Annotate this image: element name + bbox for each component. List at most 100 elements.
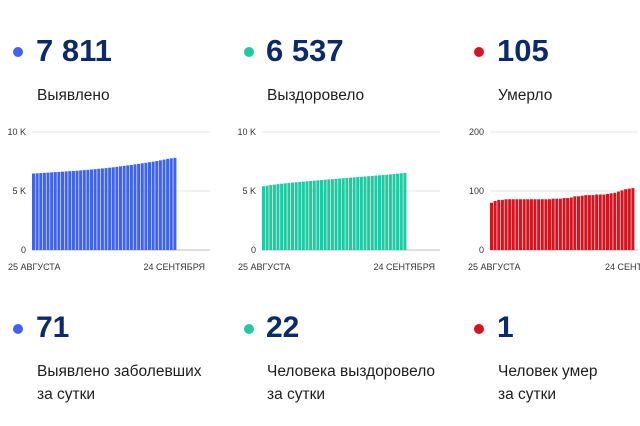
recovered-daily-label-line1: Человека выздоровело (267, 363, 436, 380)
y-tick-label: 100 (469, 186, 484, 196)
bar (151, 161, 155, 250)
bar (46, 172, 50, 250)
x-end-label: 24 СЕНТЯБРЯ (605, 262, 640, 272)
bar (515, 199, 519, 250)
bar (338, 178, 342, 250)
bar (320, 180, 324, 250)
bar (363, 176, 367, 250)
bar (144, 162, 148, 250)
bar (500, 199, 504, 250)
bar (522, 199, 526, 250)
chart-recovered: 10 K 5 K 0 25 АВГУСТА 24 СЕНТЯБРЯ (237, 127, 440, 272)
y-tick-label: 10 K (7, 127, 26, 137)
bar (100, 168, 104, 250)
y-tick-label: 0 (21, 245, 26, 255)
died-daily-label-line1: Человек умер (498, 363, 598, 380)
bar (148, 162, 152, 250)
recovered-daily-value: 22 (266, 311, 300, 344)
y-tick-label: 10 K (237, 127, 256, 137)
bar (562, 198, 566, 250)
bar (378, 175, 382, 250)
bar (327, 179, 331, 250)
bar (122, 165, 126, 250)
y-tick-label: 5 K (12, 186, 26, 196)
y-tick-label: 5 K (242, 186, 256, 196)
bar (162, 159, 166, 250)
detected-daily-label-line1: Выявлено заболевших (37, 363, 202, 380)
teal-dot-icon (244, 47, 254, 57)
bar (86, 169, 90, 250)
detected-total-value: 7 811 (36, 33, 112, 68)
bar (349, 177, 353, 250)
died-total-label: Умерло (498, 87, 553, 104)
bar (155, 161, 159, 250)
bar (345, 177, 349, 250)
bar (584, 195, 588, 250)
bar (272, 184, 276, 250)
died-total-value: 105 (497, 33, 549, 68)
bar (540, 199, 544, 250)
bar (548, 199, 552, 250)
bar (591, 195, 595, 250)
recovered-daily-label-line2: за сутки (267, 386, 326, 403)
bar (573, 196, 577, 250)
bar (269, 185, 273, 250)
y-tick-label: 0 (479, 245, 484, 255)
bar (173, 157, 177, 250)
bar (374, 175, 378, 250)
blue-dot-icon (13, 47, 23, 57)
bar (32, 173, 36, 250)
bar (294, 182, 298, 250)
y-tick-label: 0 (251, 245, 256, 255)
bar (312, 180, 316, 250)
bar (126, 165, 130, 250)
bar (166, 158, 170, 250)
bar (537, 199, 541, 250)
bar (111, 167, 115, 250)
bar (392, 174, 396, 250)
bar (330, 179, 334, 250)
bar (35, 173, 39, 250)
teal-dot-icon (244, 324, 254, 334)
red-dot-icon (474, 324, 484, 334)
recovered-total-value: 6 537 (266, 33, 344, 68)
bar (79, 170, 83, 250)
x-start-label: 25 АВГУСТА (8, 262, 61, 272)
bar (104, 168, 108, 250)
bar (519, 199, 523, 250)
bar (57, 171, 61, 250)
bar (544, 199, 548, 250)
bar (323, 179, 327, 250)
bar (359, 176, 363, 250)
bar (39, 173, 43, 250)
bar (555, 198, 559, 250)
bar (334, 178, 338, 250)
bar (291, 182, 295, 250)
bar (381, 175, 385, 250)
bar (577, 196, 581, 250)
bar (137, 163, 141, 250)
bar (566, 198, 570, 250)
bar (551, 198, 555, 250)
bar (64, 171, 68, 250)
bar (298, 181, 302, 250)
chart-died: 200 100 0 25 АВГУСТА 24 СЕНТЯБРЯ (468, 127, 640, 272)
bar (490, 202, 494, 250)
bar (352, 177, 356, 250)
bar (108, 167, 112, 250)
y-tick-label: 200 (469, 127, 484, 137)
bar (508, 199, 512, 250)
bar (61, 171, 65, 250)
recovered-total-label: Выздоровело (267, 87, 365, 104)
bar (569, 197, 573, 250)
bar (388, 174, 392, 250)
bar (497, 199, 501, 250)
bar (42, 172, 46, 250)
bar (158, 160, 162, 250)
bar (403, 172, 407, 250)
bar (283, 183, 287, 250)
bar (280, 183, 284, 250)
bar (90, 169, 94, 250)
x-end-label: 24 СЕНТЯБРЯ (143, 262, 205, 272)
bar (558, 198, 562, 250)
